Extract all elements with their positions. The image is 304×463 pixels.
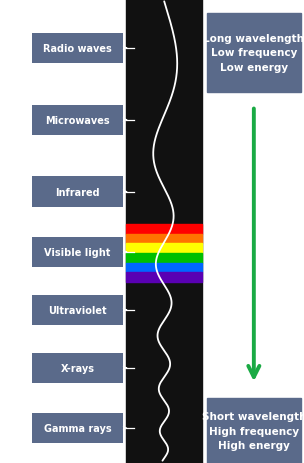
FancyBboxPatch shape bbox=[32, 237, 123, 268]
Bar bbox=[207, 14, 301, 93]
Text: Long wavelength
Low frequency
Low energy: Long wavelength Low frequency Low energy bbox=[203, 33, 304, 73]
Bar bbox=[126, 263, 202, 273]
FancyBboxPatch shape bbox=[32, 353, 123, 383]
Text: Ultraviolet: Ultraviolet bbox=[48, 305, 107, 315]
FancyBboxPatch shape bbox=[32, 413, 123, 444]
Bar bbox=[126, 254, 202, 263]
FancyBboxPatch shape bbox=[32, 177, 123, 207]
Text: X-rays: X-rays bbox=[60, 363, 95, 373]
Text: Short wavelength
High frequency
High energy: Short wavelength High frequency High ene… bbox=[202, 411, 304, 450]
Text: Visible light: Visible light bbox=[44, 247, 111, 257]
Bar bbox=[207, 398, 301, 463]
Text: Gamma rays: Gamma rays bbox=[44, 423, 111, 433]
FancyBboxPatch shape bbox=[32, 33, 123, 63]
Bar bbox=[126, 0, 202, 463]
FancyBboxPatch shape bbox=[32, 295, 123, 325]
Bar bbox=[126, 225, 202, 234]
Bar bbox=[126, 234, 202, 244]
Text: Radio waves: Radio waves bbox=[43, 44, 112, 54]
Bar bbox=[126, 244, 202, 254]
Bar bbox=[126, 273, 202, 282]
Text: Infrared: Infrared bbox=[55, 187, 100, 197]
Text: Microwaves: Microwaves bbox=[45, 115, 110, 125]
FancyBboxPatch shape bbox=[32, 106, 123, 135]
